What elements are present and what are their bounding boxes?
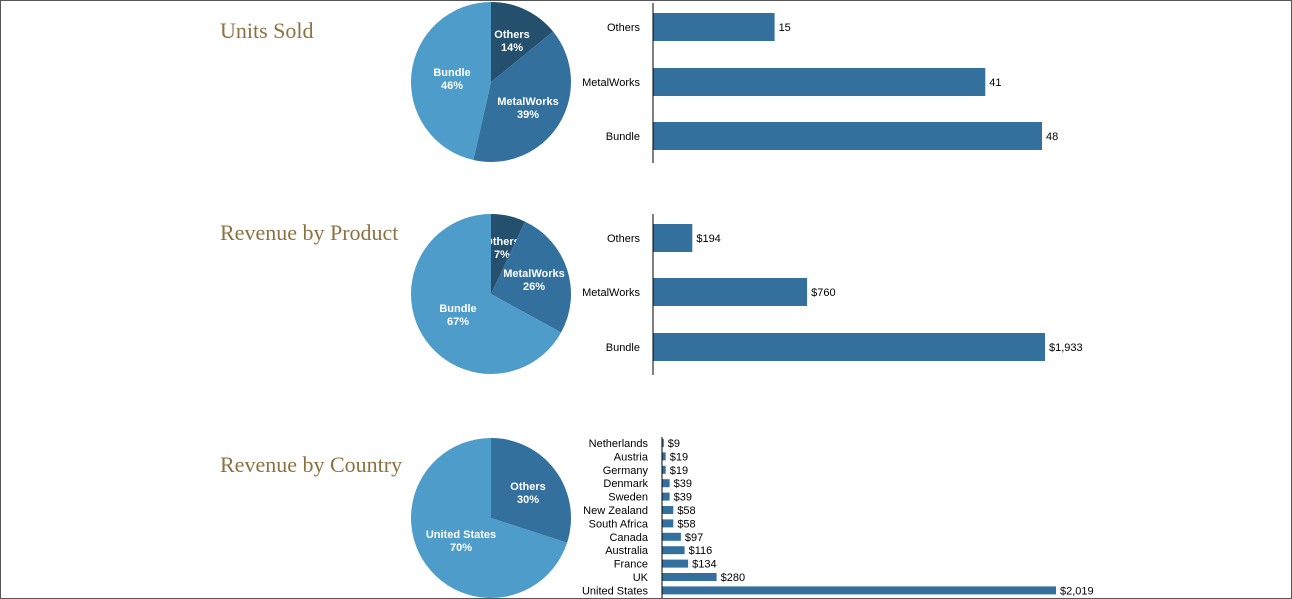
revenue-country-bar-bar-france	[662, 559, 689, 568]
revenue-country-slice-others	[491, 438, 571, 543]
revenue-country-bar-value-france: $134	[692, 559, 716, 571]
units-slice-label-metalworks: MetalWorks	[497, 96, 559, 108]
units-bar-category-metalworks: MetalWorks	[582, 77, 640, 89]
revenue-country-bar-value-sweden: $39	[674, 492, 692, 504]
revenue-country-bar-value-denmark: $39	[674, 478, 692, 490]
revenue-country-bar-value-uk: $280	[721, 572, 745, 584]
units-bar-bar-bundle	[653, 122, 1042, 150]
revenue-country-slice-pct-united-states: 70%	[450, 542, 472, 554]
revenue-country-bar-value-new-zealand: $58	[677, 505, 695, 517]
revenue-product-bar-value-others: $194	[696, 233, 720, 245]
revenue-country-bar-category-new-zealand: New Zealand	[583, 505, 648, 517]
revenue-by-country-title: Revenue by Country	[220, 452, 403, 477]
revenue-country-bar-category-canada: Canada	[609, 532, 648, 544]
revenue-country-bar-bar-united-states	[662, 586, 1056, 595]
revenue-product-slice-pct-bundle: 67%	[447, 316, 469, 328]
revenue-country-slice-label-united-states: United States	[426, 529, 496, 541]
units-bar-bar-metalworks	[653, 68, 986, 96]
revenue-country-bar-bar-canada	[662, 532, 681, 541]
revenue-country-bar-bar-germany	[662, 465, 666, 474]
revenue-country-bar-category-australia: Australia	[605, 545, 649, 557]
units-slice-label-bundle: Bundle	[433, 67, 470, 79]
revenue-country-bar-value-united-states: $2,019	[1060, 585, 1094, 597]
revenue-country-bar-category-united-states: United States	[582, 585, 649, 597]
revenue-country-bar-value-australia: $116	[689, 545, 713, 557]
revenue-product-bar-value-bundle: $1,933	[1049, 342, 1083, 354]
units-bar-category-bundle: Bundle	[606, 131, 640, 143]
revenue-country-bar-category-denmark: Denmark	[603, 478, 648, 490]
revenue-product-slice-others	[491, 214, 526, 294]
revenue-country-slice-united-states	[410, 437, 568, 598]
units-slice-others	[491, 2, 554, 82]
revenue-country-bar-category-france: France	[614, 559, 648, 571]
revenue-product-bar-category-metalworks: MetalWorks	[582, 287, 640, 299]
revenue-country-bar-bar-austria	[662, 452, 666, 461]
revenue-country-bar-category-sweden: Sweden	[608, 492, 648, 504]
revenue-product-slice-pct-others: 7%	[494, 249, 510, 261]
revenue-product-slice-label-others: Others	[484, 236, 519, 248]
revenue-country-bar-bar-uk	[662, 573, 717, 581]
revenue-product-bar-value-metalworks: $760	[811, 287, 835, 299]
units-bar-category-others: Others	[607, 22, 641, 34]
revenue-country-bar-category-south-africa: South Africa	[589, 518, 649, 530]
units-slice-label-others: Others	[494, 29, 529, 41]
units-slice-pct-others: 14%	[501, 42, 523, 54]
revenue-product-slice-metalworks	[491, 221, 571, 333]
revenue-country-bar-bar-netherlands	[662, 439, 664, 447]
revenue-country-bar-value-austria: $19	[670, 451, 688, 463]
revenue-product-slice-bundle	[410, 214, 562, 374]
revenue-product-bar-bar-metalworks	[653, 278, 808, 306]
revenue-country-bar-category-austria: Austria	[614, 451, 649, 463]
revenue-country-bar-value-south-africa: $58	[677, 518, 695, 530]
revenue-product-bar-category-bundle: Bundle	[606, 342, 640, 354]
revenue-product-slice-label-metalworks: MetalWorks	[503, 268, 565, 280]
revenue-country-bar-category-germany: Germany	[603, 465, 649, 477]
revenue-product-bar-bar-others	[653, 224, 693, 252]
units-bar-value-others: 15	[779, 22, 791, 34]
revenue-country-slice-label-others: Others	[510, 481, 545, 493]
units-slice-metalworks	[473, 31, 571, 162]
revenue-country-bar-bar-new-zealand	[662, 506, 674, 514]
units-slice-pct-metalworks: 39%	[517, 109, 539, 121]
revenue-country-bar-value-germany: $19	[670, 465, 688, 477]
revenue-country-slice-pct-others: 30%	[517, 494, 539, 506]
units-bar-value-metalworks: 41	[989, 77, 1001, 89]
revenue-country-bar-category-netherlands: Netherlands	[589, 438, 649, 450]
units-bar-value-bundle: 48	[1046, 131, 1058, 143]
revenue-country-bar-value-canada: $97	[685, 532, 703, 544]
revenue-country-bar-value-netherlands: $9	[668, 438, 680, 450]
revenue-product-slice-label-bundle: Bundle	[439, 303, 476, 315]
revenue-by-product-title: Revenue by Product	[220, 220, 399, 245]
units-slice-bundle	[411, 2, 491, 161]
revenue-country-bar-bar-australia	[662, 546, 685, 555]
revenue-product-bar-category-others: Others	[607, 233, 641, 245]
revenue-product-bar-bar-bundle	[653, 333, 1045, 361]
revenue-country-bar-bar-south-africa	[662, 519, 674, 528]
revenue-country-bar-bar-denmark	[662, 479, 670, 488]
units-bar-bar-others	[653, 13, 775, 41]
revenue-country-bar-bar-sweden	[662, 492, 670, 501]
revenue-product-slice-pct-metalworks: 26%	[523, 281, 545, 293]
revenue-country-bar-category-uk: UK	[633, 572, 649, 584]
units-slice-pct-bundle: 46%	[441, 80, 463, 92]
units-sold-title: Units Sold	[220, 18, 314, 43]
